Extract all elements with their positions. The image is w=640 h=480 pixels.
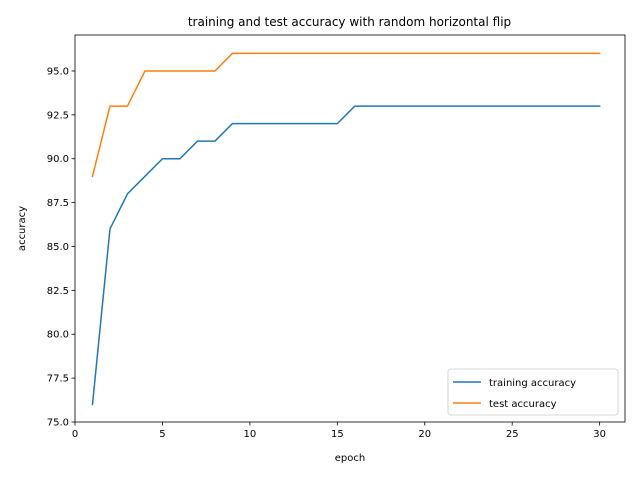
- series-lines: [91, 52, 601, 406]
- legend-label-0: training accuracy: [489, 378, 576, 389]
- y-tick-label: 87.5: [47, 198, 69, 209]
- x-tick-label: 0: [72, 429, 78, 440]
- series-line-1: [91, 52, 601, 178]
- y-tick-label: 77.5: [47, 374, 69, 385]
- x-tick-label: 25: [506, 429, 519, 440]
- x-tick-label: 5: [159, 429, 165, 440]
- x-tick-label: 20: [418, 429, 431, 440]
- legend: training accuracy test accuracy: [447, 368, 619, 416]
- legend-box: [447, 368, 619, 416]
- x-tick-label: 10: [244, 429, 257, 440]
- y-axis: 75.0 77.5 80.0 82.5 85.0 87.5 90.0 92.5 95.0: [47, 66, 75, 429]
- series-line-0: [91, 105, 601, 406]
- y-tick-label: 90.0: [47, 154, 69, 165]
- y-tick-label: 95.0: [47, 66, 69, 77]
- y-tick-label: 85.0: [47, 242, 69, 253]
- plot-frame: [74, 34, 626, 423]
- y-tick-label: 82.5: [47, 286, 69, 297]
- x-axis-title: epoch: [335, 453, 365, 464]
- y-tick-label: 92.5: [47, 110, 69, 121]
- y-axis-title: accuracy: [17, 206, 28, 251]
- chart-title: training and test accuracy with random h…: [188, 15, 511, 29]
- x-tick-label: 30: [593, 429, 606, 440]
- x-axis: 0 5 10 15 20 25 30: [72, 422, 606, 440]
- x-tick-label: 15: [331, 429, 344, 440]
- legend-label-1: test accuracy: [489, 399, 557, 410]
- y-tick-label: 80.0: [47, 330, 69, 341]
- y-tick-label: 75.0: [47, 418, 69, 429]
